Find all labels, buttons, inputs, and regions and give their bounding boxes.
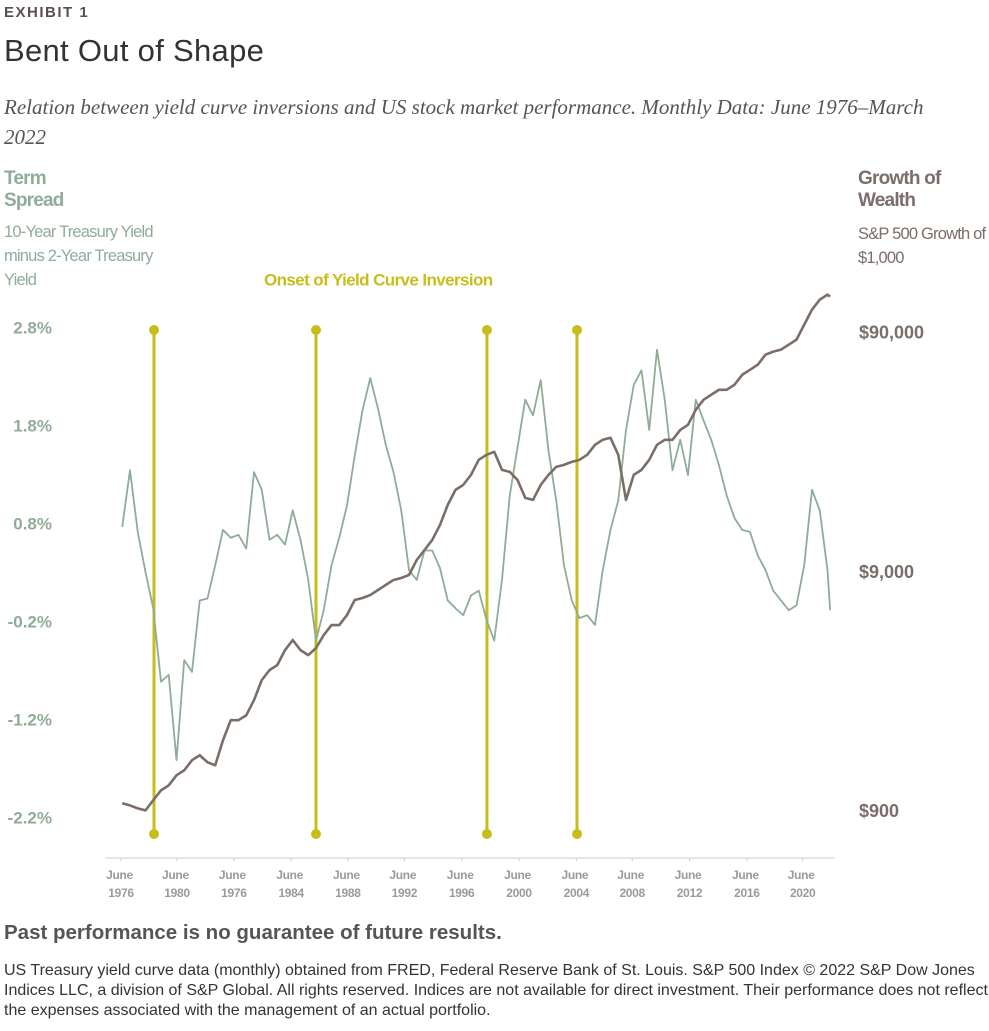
x-tick-label: June 2012	[675, 868, 705, 900]
inversion-dot	[310, 325, 321, 335]
series-line	[121, 293, 831, 812]
inversion-dot	[481, 829, 492, 839]
y-tick-label: -0.2%	[8, 612, 52, 631]
y-tick-label: 2.8%	[13, 319, 52, 338]
x-tick-label: June 2020	[788, 868, 818, 900]
inversion-dot	[310, 829, 321, 839]
y-tick-label: 1.8%	[13, 417, 52, 436]
disclaimer: Past performance is no guarantee of futu…	[4, 921, 502, 944]
y2-tick-label: $9,000	[859, 562, 914, 582]
inversion-dot	[149, 829, 160, 839]
inversion-dot	[572, 325, 583, 335]
x-tick-label: June 1976	[219, 868, 249, 900]
y-tick-label: -2.2%	[8, 808, 52, 827]
series-line	[121, 348, 832, 761]
x-tick-label: June 1996	[447, 868, 477, 900]
y-axis-title: Term Spread	[4, 168, 64, 211]
chart-subtitle: Relation between yield curve inversions …	[4, 95, 924, 149]
x-tick-label: June 1992	[389, 868, 419, 900]
chart: June 1976 June 1980 June 1976 June 1984 June…	[8, 270, 925, 900]
x-tick-label: June 1984	[276, 868, 306, 900]
y2-tick-label: $90,000	[859, 322, 924, 342]
x-tick-label: June 2004	[561, 868, 591, 900]
y-axis-label: 10-Year Treasury Yield minus 2-Year Trea…	[4, 223, 154, 289]
y2-axis-label: S&P 500 Growth of $1,000	[858, 225, 986, 267]
y-tick-label: -1.2%	[8, 710, 52, 729]
x-tick-label: June 2008	[617, 868, 647, 900]
x-tick-label: June 1980	[162, 868, 192, 900]
x-tick-label: June 2016	[732, 868, 762, 900]
inversion-dot	[149, 325, 160, 335]
inversion-dot	[481, 325, 492, 335]
y-tick-label: 0.8%	[13, 515, 52, 534]
x-tick-label: June 1976	[106, 868, 136, 900]
y2-axis-title: Growth of Wealth	[858, 168, 941, 211]
annotation: Onset of Yield Curve Inversion	[264, 270, 493, 289]
x-tick-label: June 1988	[333, 868, 363, 900]
exhibit-label: EXHIBIT 1	[4, 4, 90, 21]
inversion-dot	[572, 829, 583, 839]
chart-title: Bent Out of Shape	[4, 33, 265, 68]
x-tick-label: June 2000	[504, 868, 534, 900]
footnote: US Treasury yield curve data (monthly) o…	[4, 962, 988, 1019]
y2-tick-label: $900	[859, 801, 899, 821]
